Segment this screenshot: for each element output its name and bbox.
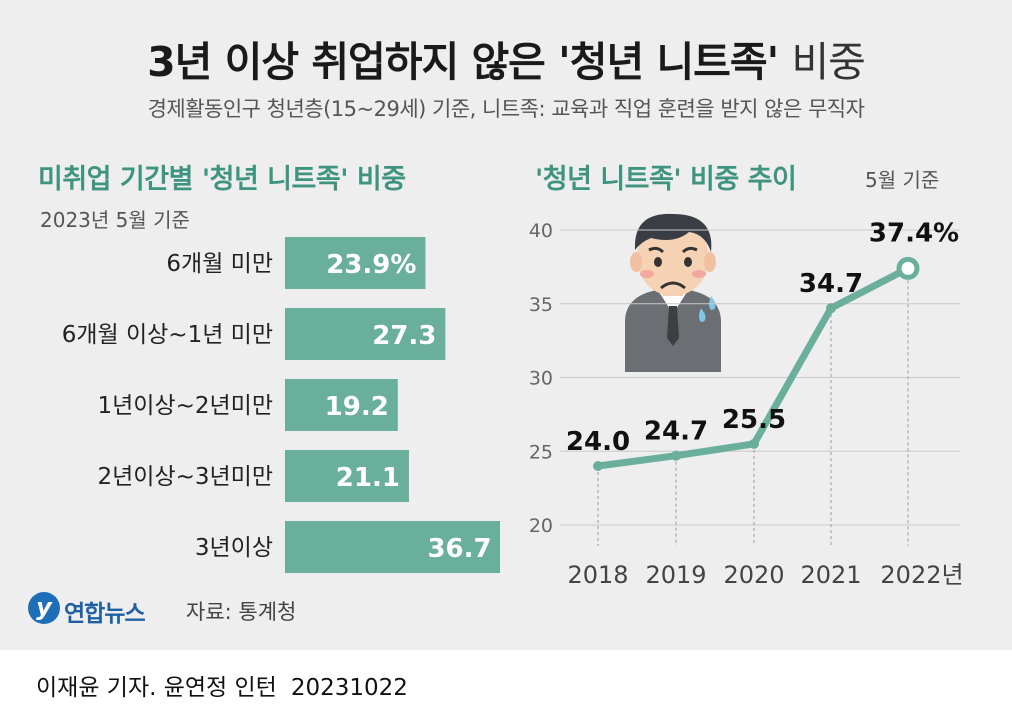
- x-tick-label: 2020: [723, 561, 784, 589]
- right-chart-note: 5월 기준: [865, 168, 940, 192]
- yonhap-logo-icon: y: [28, 592, 60, 624]
- bar-category-label: 1년이상~2년미만: [98, 393, 274, 419]
- data-value-label: 37.4%: [869, 218, 959, 248]
- bar-value-label: 21.1: [336, 463, 400, 493]
- x-tick-label: 2022년: [880, 561, 963, 589]
- y-tick-label: 35: [529, 294, 553, 316]
- bar-3: [285, 379, 398, 431]
- title-main: 3년 이상 취업하지 않은 '청년 니트족': [147, 38, 779, 86]
- data-point: [826, 303, 836, 314]
- credit-line: 이재윤 기자. 윤연정 인턴 20231022: [36, 668, 408, 702]
- bar-value-label: 27.3: [372, 321, 436, 351]
- page-title: 3년 이상 취업하지 않은 '청년 니트족' 비중: [0, 28, 1012, 88]
- line-chart: 20 25 30 35 40 2018 2019 2020 2021 2022년 24.0 24.7 2…: [529, 213, 964, 589]
- data-point: [671, 450, 681, 461]
- data-point: [593, 461, 603, 471]
- data-value-label: 24.0: [566, 427, 630, 457]
- publish-date: 20231022: [290, 675, 408, 701]
- data-value-label: 25.5: [722, 405, 786, 435]
- infographic-panel: [0, 0, 1012, 650]
- bar-1: [285, 237, 426, 289]
- data-point: [896, 256, 920, 280]
- y-tick-label: 25: [529, 441, 553, 463]
- title-suffix: 비중: [791, 38, 865, 86]
- x-tick-label: 2018: [567, 561, 628, 589]
- bar-category-label: 6개월 미만: [166, 251, 273, 277]
- left-chart-title: 미취업 기간별 '청년 니트족' 비중: [38, 164, 406, 195]
- y-tick-label: 20: [529, 515, 553, 537]
- x-tick-label: 2019: [645, 561, 706, 589]
- bar-category-label: 3년이상: [195, 535, 273, 561]
- y-tick-label: 30: [529, 368, 553, 390]
- bar-2: [285, 308, 446, 360]
- x-tick-label: 2021: [800, 561, 861, 589]
- bar-category-label: 2년이상~3년미만: [98, 464, 274, 490]
- data-value-label: 24.7: [644, 417, 708, 447]
- yonhap-logo-text: 연합뉴스: [64, 601, 146, 627]
- page-subtitle: 경제활동인구 청년층(15~29세) 기준, 니트족: 교육과 직업 훈련을 받…: [147, 97, 865, 121]
- reporters: 이재윤 기자. 윤연정 인턴: [36, 675, 277, 701]
- bar-category-label: 6개월 이상~1년 미만: [62, 322, 273, 348]
- source-note: 자료: 통계청: [186, 600, 297, 624]
- left-chart-subtitle: 2023년 5월 기준: [40, 208, 190, 232]
- bar-5: [285, 521, 500, 573]
- bar-chart: 6개월 미만 23.9% 6개월 이상~1년 미만 27.3 1년이상~2년미만 19.2…: [62, 237, 500, 573]
- y-tick-label: 40: [529, 220, 553, 242]
- data-point: [749, 438, 759, 449]
- right-chart-title: '청년 니트족' 비중 추이: [535, 164, 797, 195]
- bar-value-label: 23.9%: [326, 250, 416, 280]
- worried-person-icon: [625, 213, 721, 372]
- bar-value-label: 36.7: [427, 534, 491, 564]
- bar-4: [285, 450, 409, 502]
- bar-value-label: 19.2: [325, 392, 389, 422]
- data-value-label: 34.7: [799, 269, 863, 299]
